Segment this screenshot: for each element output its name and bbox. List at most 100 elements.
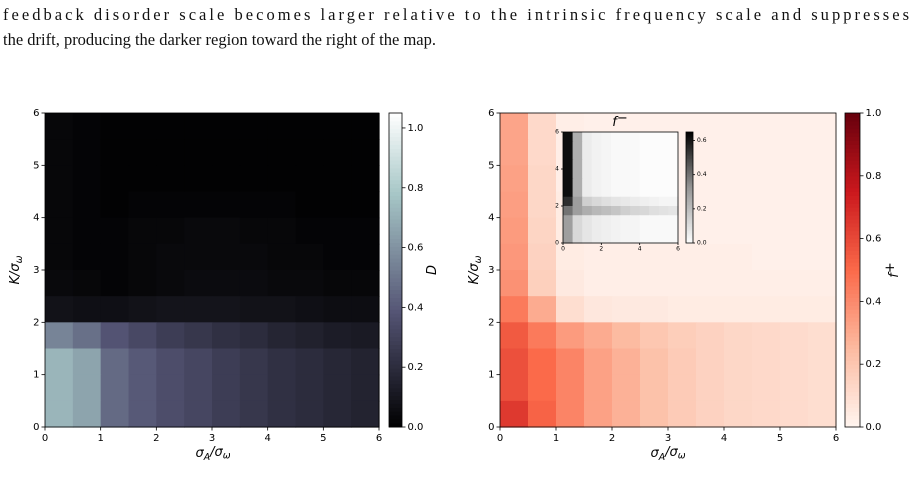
heatmap-cell (639, 178, 650, 189)
heatmap-cell (658, 159, 670, 170)
heatmap-cell (620, 178, 631, 189)
heatmap-cell (668, 141, 679, 152)
heatmap-cell (658, 169, 670, 179)
heatmap-cell (752, 322, 781, 350)
heatmap-cell (620, 206, 631, 216)
colorbar-segment (686, 159, 693, 162)
heatmap-cell (572, 132, 583, 142)
heatmap-cell (128, 217, 157, 245)
heatmap-cell (267, 217, 297, 245)
heatmap-cell (556, 243, 585, 271)
heatmap-cell (323, 270, 352, 297)
colorbar-segment (845, 124, 860, 130)
heatmap-cell (563, 196, 574, 207)
heatmap-cell (572, 141, 583, 152)
heatmap-cell (649, 169, 660, 179)
heatmap-cell (582, 159, 593, 170)
colorbar-segment (389, 234, 402, 240)
heatmap-cell (323, 400, 352, 428)
heatmap-cell (351, 296, 380, 323)
colorbar-tick-label: 1.0 (866, 108, 882, 119)
axis-label: σA/σω (650, 445, 685, 463)
colorbar-segment (389, 113, 402, 118)
colorbar-segment (686, 152, 693, 155)
colorbar-segment (845, 383, 860, 389)
colorbar-segment (686, 143, 693, 145)
colorbar-segment (845, 403, 860, 408)
heatmap-cell (128, 139, 157, 166)
colorbar-segment (389, 403, 402, 408)
heatmap-cell (239, 374, 269, 402)
heatmap-cell (72, 165, 102, 193)
heatmap-cell (563, 141, 574, 152)
colorbar-segment (845, 156, 860, 161)
heatmap-cell (724, 400, 753, 428)
heatmap-cell (239, 217, 269, 245)
colorbar-segment (845, 407, 860, 412)
heatmap-cell (630, 132, 641, 142)
x-tick-label: 1 (97, 433, 103, 444)
colorbar-frame (844, 112, 861, 428)
colorbar-segment (389, 132, 402, 138)
colorbar-tick-label: 0.6 (697, 137, 707, 144)
colorbar-segment (686, 170, 693, 173)
heatmap-cell (100, 165, 130, 193)
heatmap-cell (156, 348, 185, 376)
heatmap-cell (528, 191, 557, 219)
heatmap-cell (45, 139, 74, 166)
label-part: K/σ (8, 263, 23, 285)
heatmap-cell (696, 322, 725, 350)
colorbar-segment (845, 289, 860, 295)
colorbar-frame (685, 131, 694, 244)
heatmap-cell (72, 217, 102, 245)
heatmap-cell (45, 165, 74, 193)
y-tick-label: 3 (488, 265, 494, 276)
heatmap-cell (184, 165, 213, 193)
colorbar-segment (686, 194, 693, 197)
heatmap-cell (351, 243, 380, 271)
colorbar-segment (389, 238, 402, 244)
colorbar-segment (686, 150, 693, 152)
heatmap-cell (239, 139, 269, 166)
heatmap-cell (267, 165, 297, 193)
colorbar-segment (389, 140, 402, 145)
colorbar-segment (845, 368, 860, 373)
colorbar-tick-label: 0.4 (408, 302, 424, 313)
heatmap-cell (528, 322, 557, 350)
heatmap-cell (267, 400, 297, 428)
colorbar-segment (389, 379, 402, 385)
heatmap-cell (184, 139, 213, 166)
colorbar-segment (389, 242, 402, 247)
colorbar-segment (389, 399, 402, 404)
colorbar-segment (845, 387, 860, 393)
colorbar-segment (389, 128, 402, 134)
heatmap-cell (582, 169, 593, 179)
heatmap-cell (128, 322, 157, 350)
heatmap-cell (780, 191, 809, 219)
heatmap-cell (584, 348, 613, 376)
colorbar-segment (845, 336, 860, 342)
heatmap-cell (184, 374, 213, 402)
heatmap-cell (100, 191, 130, 219)
heatmap-cell (156, 243, 185, 271)
heatmap-cell (572, 169, 583, 179)
colorbar-segment (845, 207, 860, 212)
colorbar-segment (686, 230, 693, 233)
y-tick-label: 6 (555, 129, 559, 136)
heatmap-cell (612, 400, 641, 428)
heatmap-cell (601, 178, 612, 189)
heatmap-cell (808, 270, 837, 297)
colorbar-segment (845, 246, 860, 251)
heatmap-cell (780, 243, 809, 271)
colorbar-segment (389, 301, 402, 306)
label-part: A (203, 452, 210, 463)
heatmap-cell (528, 243, 557, 271)
colorbar-segment (845, 120, 860, 126)
heatmap-cell (45, 348, 74, 376)
heatmap-cell (640, 270, 669, 297)
paragraph-line: feedback disorder scale becomes larger r… (3, 5, 909, 24)
heatmap-cell (563, 132, 574, 142)
colorbar-segment (686, 220, 693, 223)
heatmap-cell (572, 206, 583, 216)
heatmap-cell (295, 139, 324, 166)
